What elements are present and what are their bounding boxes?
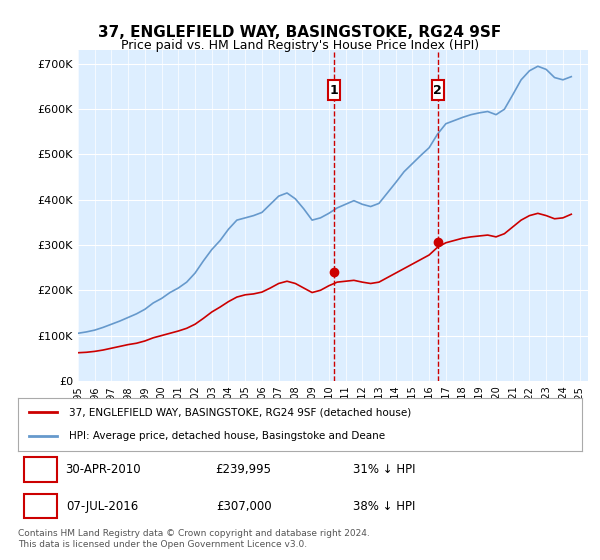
Text: 1: 1 xyxy=(330,83,339,96)
Text: 2: 2 xyxy=(433,83,442,96)
FancyBboxPatch shape xyxy=(23,494,58,519)
Text: 31% ↓ HPI: 31% ↓ HPI xyxy=(353,463,416,476)
Text: Contains HM Land Registry data © Crown copyright and database right 2024.
This d: Contains HM Land Registry data © Crown c… xyxy=(18,529,370,549)
FancyBboxPatch shape xyxy=(328,80,340,100)
Text: 07-JUL-2016: 07-JUL-2016 xyxy=(67,500,139,512)
Text: 2: 2 xyxy=(36,500,45,512)
Text: Price paid vs. HM Land Registry's House Price Index (HPI): Price paid vs. HM Land Registry's House … xyxy=(121,39,479,52)
Text: £239,995: £239,995 xyxy=(215,463,272,476)
Text: 37, ENGLEFIELD WAY, BASINGSTOKE, RG24 9SF (detached house): 37, ENGLEFIELD WAY, BASINGSTOKE, RG24 9S… xyxy=(69,408,411,418)
Text: 30-APR-2010: 30-APR-2010 xyxy=(65,463,140,476)
Text: HPI: Average price, detached house, Basingstoke and Deane: HPI: Average price, detached house, Basi… xyxy=(69,431,385,441)
FancyBboxPatch shape xyxy=(432,80,443,100)
Text: 1: 1 xyxy=(36,463,45,476)
Text: 37, ENGLEFIELD WAY, BASINGSTOKE, RG24 9SF: 37, ENGLEFIELD WAY, BASINGSTOKE, RG24 9S… xyxy=(98,25,502,40)
Text: 38% ↓ HPI: 38% ↓ HPI xyxy=(353,500,416,512)
Text: £307,000: £307,000 xyxy=(216,500,271,512)
FancyBboxPatch shape xyxy=(23,457,58,482)
